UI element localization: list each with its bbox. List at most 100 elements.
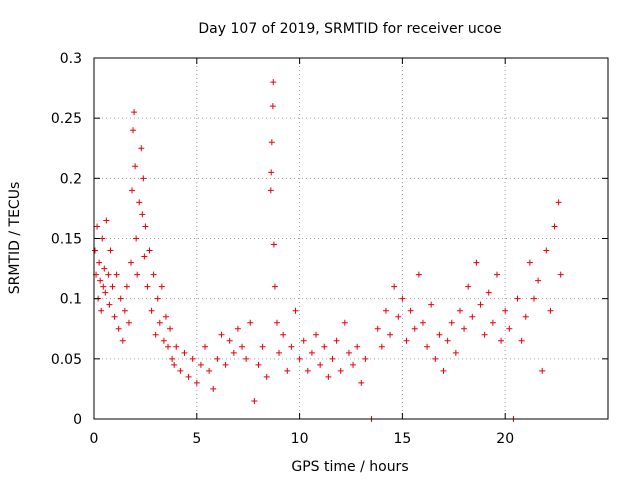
data-point [202,343,209,350]
data-point [128,259,135,266]
data-point [456,307,463,314]
data-point [407,307,414,314]
data-point [169,355,176,362]
data-point [477,301,484,308]
data-point [144,283,151,290]
data-point [115,325,122,332]
data-point [243,355,250,362]
data-point [304,367,311,374]
data-point [321,343,328,350]
data-points [92,79,564,422]
axis-ticks: 0 0.05 0.1 0.15 0.2 0.25 0.3 0 5 10 15 20 [51,51,608,447]
data-point [395,313,402,320]
data-point [167,325,174,332]
data-point [267,187,274,194]
data-point [119,337,126,344]
data-point [551,223,558,230]
data-point [284,367,291,374]
y-tick-label: 0.05 [51,352,82,368]
data-point [378,343,385,350]
data-point [123,283,130,290]
data-point [362,355,369,362]
data-point [142,223,149,230]
data-point [181,349,188,356]
data-point [193,379,200,386]
data-point [539,367,546,374]
data-point [100,283,107,290]
chart-title: Day 107 of 2019, SRMTID for receiver uco… [198,21,501,37]
y-tick-label: 0.3 [60,51,82,67]
data-point [154,295,161,302]
data-point [255,361,262,368]
data-point [259,343,266,350]
data-point [522,313,529,320]
data-point [461,325,468,332]
y-tick-label: 0.2 [60,171,82,187]
x-axis-label: GPS time / hours [291,459,408,475]
data-point [428,301,435,308]
x-tick-label: 20 [496,431,514,447]
data-point [506,325,513,332]
data-point [140,175,147,182]
data-point [105,271,112,278]
data-point [273,319,280,326]
data-point [473,259,480,266]
data-point [465,283,472,290]
data-point [234,325,241,332]
data-point [469,313,476,320]
x-tick-label: 10 [291,431,309,447]
data-point [146,247,153,254]
data-point [308,349,315,356]
x-tick-label: 5 [192,431,201,447]
data-point [350,361,357,368]
data-point [239,343,246,350]
data-point [107,247,114,254]
data-point [99,235,106,242]
data-point [444,337,451,344]
data-point [411,325,418,332]
data-point [134,271,141,278]
data-point [171,361,178,368]
data-point [345,349,352,356]
data-point [230,349,237,356]
data-point [530,295,537,302]
data-point [317,361,324,368]
data-point [436,331,443,338]
data-point [92,247,99,254]
data-point [214,355,221,362]
data-point [452,349,459,356]
data-point [121,307,128,314]
data-point [555,199,562,206]
data-point [173,343,180,350]
data-point [268,169,275,176]
data-point [485,289,492,296]
data-point [489,319,496,326]
data-point [288,343,295,350]
data-point [271,283,278,290]
data-point [131,109,138,116]
data-point [518,337,525,344]
data-point [138,145,145,152]
data-point [337,367,344,374]
data-point [374,325,381,332]
data-point [341,319,348,326]
data-point [148,307,155,314]
data-point [543,247,550,254]
data-point [226,337,233,344]
data-point [313,331,320,338]
data-point [158,283,165,290]
data-point [424,343,431,350]
data-point [399,295,406,302]
data-point [403,337,410,344]
data-point [133,235,140,242]
data-point [125,319,132,326]
x-tick-label: 0 [90,431,99,447]
data-point [189,355,196,362]
data-point [113,271,120,278]
data-point [222,361,229,368]
data-point [514,295,521,302]
data-point [270,79,277,86]
data-point [292,307,299,314]
data-point [498,337,505,344]
